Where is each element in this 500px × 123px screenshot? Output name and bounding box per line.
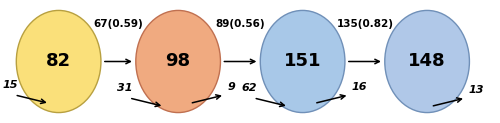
Text: 98: 98	[166, 53, 190, 70]
Text: 13: 13	[468, 85, 484, 95]
Ellipse shape	[16, 10, 101, 113]
Text: 82: 82	[46, 53, 71, 70]
Text: 151: 151	[284, 53, 322, 70]
Text: 67(0.59): 67(0.59)	[94, 19, 144, 29]
Text: 31: 31	[117, 83, 132, 93]
Text: 148: 148	[408, 53, 446, 70]
Ellipse shape	[260, 10, 345, 113]
Text: 89(0.56): 89(0.56)	[216, 19, 265, 29]
Text: 135(0.82): 135(0.82)	[336, 19, 394, 29]
Ellipse shape	[136, 10, 220, 113]
Text: 15: 15	[2, 80, 18, 90]
Text: 62: 62	[242, 83, 257, 93]
Text: 16: 16	[352, 82, 368, 92]
Text: 9: 9	[228, 82, 235, 92]
Ellipse shape	[385, 10, 469, 113]
